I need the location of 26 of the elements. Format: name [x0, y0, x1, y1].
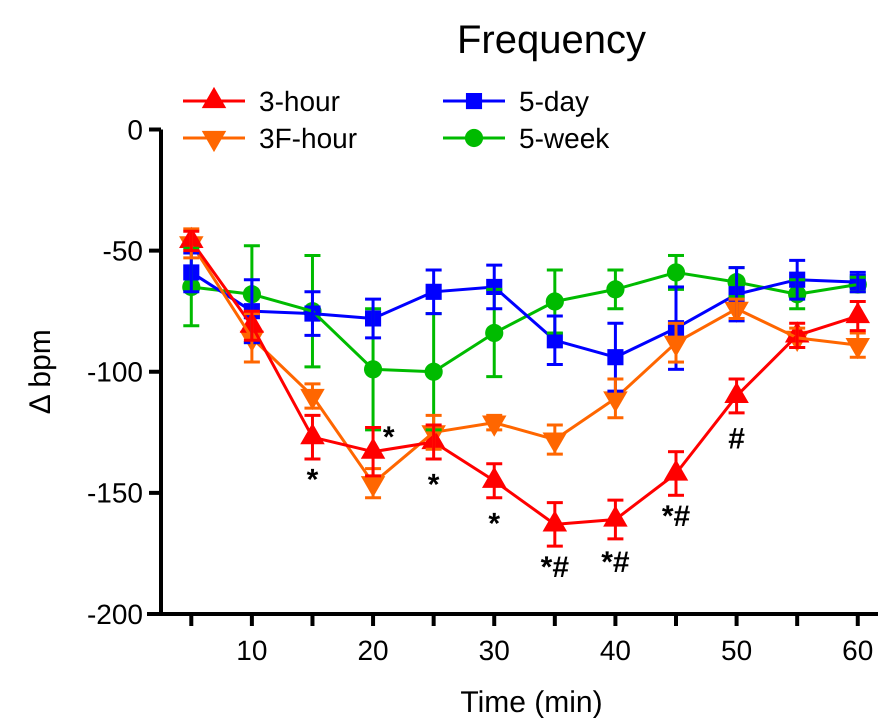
y-tick-label: -150	[86, 478, 143, 509]
annotation: *#	[601, 546, 630, 580]
legend-label: 5-week	[519, 122, 610, 154]
annotation: *	[382, 420, 395, 454]
x-axis-title: Time (min)	[460, 686, 603, 719]
annotation: *#	[662, 500, 690, 533]
legend-label: 5-day	[519, 86, 590, 117]
annotation: *	[488, 507, 500, 540]
legend-label: 3-hour	[259, 86, 340, 117]
chart-title: Frequency	[457, 18, 646, 62]
x-tick-label: 30	[478, 635, 510, 666]
y-tick-label: -200	[86, 598, 143, 630]
x-tick-label: 20	[357, 635, 389, 666]
annotation: #	[728, 422, 746, 456]
y-tick-label: 0	[127, 114, 143, 146]
x-tick-label: 50	[721, 635, 752, 666]
y-tick-label: -100	[86, 356, 143, 388]
y-tick-label: -50	[102, 235, 143, 266]
annotation: *#	[540, 550, 570, 584]
annotation: *	[306, 464, 319, 497]
annotation: *	[428, 468, 440, 502]
legend-label: 3F-hour	[259, 122, 358, 154]
x-tick-label: 60	[842, 635, 874, 666]
y-axis-title: Δ bpm	[24, 329, 57, 414]
x-tick-label: 40	[600, 635, 631, 666]
x-tick-label: 10	[236, 635, 268, 666]
